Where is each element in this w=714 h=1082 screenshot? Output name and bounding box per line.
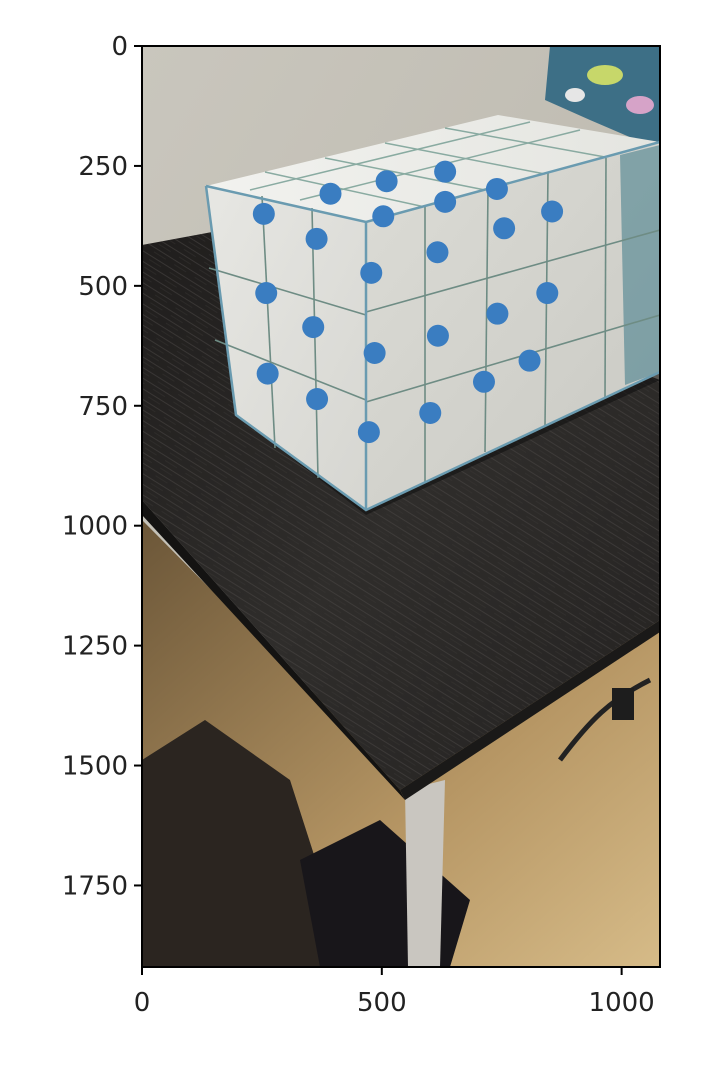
scatter-point — [305, 227, 328, 250]
scatter-point — [302, 316, 325, 339]
scatter-point — [375, 170, 398, 193]
scatter-point — [493, 217, 516, 240]
scatter-point — [252, 202, 275, 225]
scatter-point — [360, 261, 383, 284]
y-tick-label: 500 — [78, 272, 128, 302]
scatter-point — [426, 324, 449, 347]
x-tick-label: 1000 — [589, 988, 655, 1018]
scatter-point — [419, 401, 442, 424]
y-tick-label: 1250 — [62, 632, 128, 662]
plot-frame — [141, 45, 661, 968]
x-tick-label: 500 — [357, 988, 407, 1018]
x-axis: 0 500 1000 — [134, 967, 655, 1018]
scatter-point — [434, 160, 457, 183]
y-tick-label: 1000 — [62, 512, 128, 542]
scatter-points — [252, 160, 564, 444]
x-tick-label: 0 — [134, 988, 151, 1018]
scatter-point — [486, 302, 509, 325]
y-tick-label: 250 — [78, 152, 128, 182]
y-tick-label: 1750 — [62, 871, 128, 901]
scatter-point — [485, 177, 508, 200]
scatter-point — [536, 282, 559, 305]
scatter-point — [541, 200, 564, 223]
scatter-point — [434, 190, 457, 213]
scatter-point — [518, 349, 541, 372]
scatter-point — [363, 342, 386, 364]
scatter-point — [256, 362, 279, 385]
scatter-point — [426, 241, 449, 264]
scatter-point — [255, 282, 278, 305]
y-tick-label: 750 — [78, 392, 128, 422]
y-axis: 0 250 500 750 1000 1250 1500 1750 — [62, 32, 142, 901]
scatter-point — [372, 205, 395, 228]
scatter-point — [357, 421, 380, 444]
scatter-point — [472, 370, 495, 393]
scatter-point — [319, 182, 342, 205]
y-tick-label: 0 — [111, 32, 128, 62]
scatter-point — [306, 388, 329, 411]
y-tick-label: 1500 — [62, 752, 128, 782]
background-photo — [142, 46, 660, 967]
